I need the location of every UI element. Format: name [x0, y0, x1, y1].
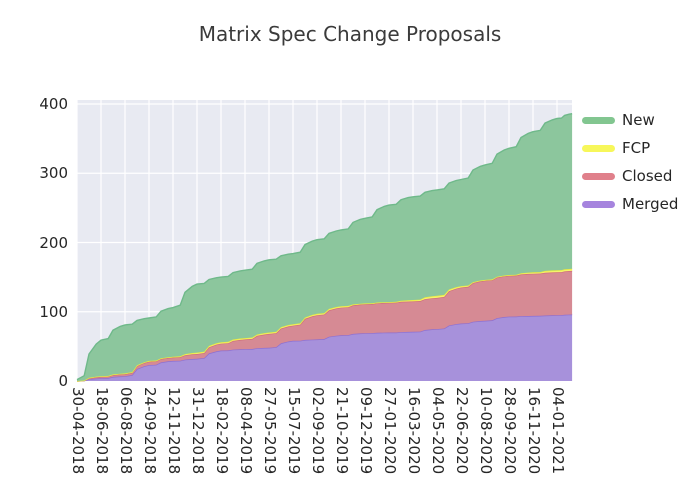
legend-label-new: New: [622, 111, 655, 129]
area-edge-new: [76, 113, 573, 381]
chart-legend: New FCP Closed Merged: [582, 106, 697, 218]
x-tick-label: 27-01-2020: [381, 387, 399, 475]
legend-item-merged: Merged: [582, 190, 697, 218]
y-tick-label-400: 400: [39, 95, 68, 113]
area-merged: [77, 314, 573, 381]
x-tick-label: 12-11-2018: [165, 387, 183, 475]
x-tick-label: 21-10-2019: [333, 387, 351, 475]
legend-item-fcp: FCP: [582, 134, 697, 162]
legend-label-closed: Closed: [622, 167, 673, 185]
area-closed: [77, 270, 573, 381]
legend-item-new: New: [582, 106, 697, 134]
area-new: [77, 113, 573, 381]
x-tick-label: 18-06-2018: [93, 387, 111, 475]
legend-label-fcp: FCP: [622, 139, 651, 157]
x-tick-label: 18-02-2019: [213, 387, 231, 475]
legend-label-merged: Merged: [622, 195, 679, 213]
x-tick-label: 02-09-2019: [309, 387, 327, 475]
chart-title: Matrix Spec Change Proposals: [198, 22, 502, 46]
x-tick-label: 04-01-2021: [549, 387, 567, 475]
legend-swatch-fcp: [582, 144, 615, 152]
x-tick-label: 15-07-2019: [285, 387, 303, 475]
x-tick-label: 04-05-2020: [429, 387, 447, 475]
x-tick-label: 28-09-2020: [501, 387, 519, 475]
area-fcp: [77, 268, 573, 381]
y-tick-label-100: 100: [39, 302, 68, 321]
x-tick-label: 31-12-2018: [189, 387, 207, 475]
y-tick-label-300: 300: [39, 164, 68, 183]
legend-item-closed: Closed: [582, 162, 697, 190]
x-tick-label: 24-09-2018: [141, 387, 159, 475]
x-tick-label: 10-08-2020: [477, 387, 495, 475]
x-tick-label: 22-06-2020: [453, 387, 471, 475]
x-tick-label: 08-04-2019: [237, 387, 255, 475]
x-tick-label: 27-05-2019: [261, 387, 279, 475]
x-tick-label: 30-04-2018: [69, 387, 87, 475]
legend-swatch-new: [582, 116, 615, 124]
y-tick-label-0: 0: [58, 372, 68, 390]
y-tick-label-200: 200: [39, 233, 68, 252]
legend-swatch-merged: [582, 200, 615, 208]
legend-swatch-closed: [582, 172, 615, 180]
x-tick-label: 09-12-2019: [357, 387, 375, 475]
x-tick-label: 16-03-2020: [405, 387, 423, 475]
x-tick-label: 06-08-2018: [117, 387, 135, 475]
x-tick-label: 16-11-2020: [525, 387, 543, 475]
